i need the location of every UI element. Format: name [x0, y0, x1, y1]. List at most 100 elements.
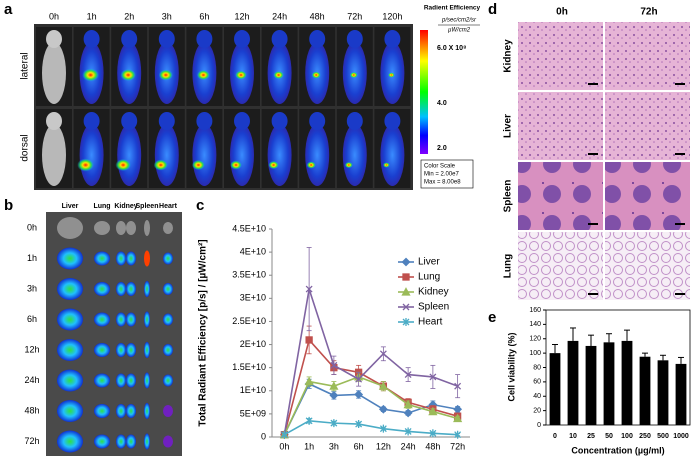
y-tick-label: 160 — [529, 307, 541, 314]
organ-heart — [163, 344, 173, 356]
marker — [428, 406, 438, 416]
panel-letter: c — [196, 197, 204, 214]
y-tick-label: 40 — [533, 393, 541, 400]
scale-text: Color Scale — [424, 164, 456, 170]
marker — [330, 361, 338, 369]
x-tick-label: 250 — [639, 433, 651, 440]
y-tick-label: 4E+10 — [240, 246, 266, 256]
organ-label: Spleen — [503, 180, 514, 213]
scale-bar — [675, 223, 685, 225]
y-tick-label: 80 — [533, 364, 541, 371]
marker — [379, 350, 387, 358]
organ-spleen — [144, 311, 150, 328]
mouse-head — [384, 112, 401, 130]
x-tick-label: 6h — [354, 441, 364, 451]
organ-label: Heart — [159, 203, 178, 210]
organ-spleen — [144, 220, 150, 236]
marker — [429, 373, 437, 381]
y-axis-title: Total Radiant Efficiency [p/s] / [µW/cm²… — [198, 239, 209, 426]
y-tick-label: 3E+10 — [240, 293, 266, 303]
organ-kidney — [126, 404, 136, 418]
time-label: 48h — [24, 405, 39, 415]
mouse-head — [196, 112, 213, 130]
time-label: 6h — [27, 314, 37, 324]
marker — [305, 285, 313, 293]
marker — [454, 382, 462, 390]
organ-spleen — [144, 403, 150, 419]
view-label: dorsal — [20, 134, 31, 161]
signal-hotspot — [120, 68, 136, 82]
x-tick-label: 24h — [401, 441, 416, 451]
marker — [401, 287, 411, 296]
mouse-body — [267, 124, 292, 186]
histology-image — [605, 92, 690, 160]
organ-kidney — [116, 373, 126, 388]
series-line — [283, 376, 458, 436]
scale-bar — [588, 153, 598, 155]
mouse-head — [158, 112, 175, 130]
signal-hotspot — [82, 68, 99, 82]
mouse-head — [309, 112, 326, 130]
mouse-body — [380, 124, 405, 186]
marker — [401, 257, 411, 267]
organ-lung — [94, 282, 110, 296]
organ-liver — [57, 217, 83, 239]
scale-bar — [588, 223, 598, 225]
signal-hotspot — [273, 70, 284, 80]
mouse-body — [192, 124, 217, 186]
marker — [305, 416, 313, 425]
mouse-head — [234, 30, 250, 48]
panel-letter: d — [488, 1, 497, 18]
time-label: 72h — [347, 11, 362, 21]
panel-letter: b — [4, 197, 13, 214]
time-label: 72h — [640, 7, 657, 18]
time-label: 0h — [49, 11, 59, 21]
histology-image — [518, 92, 603, 160]
bar — [603, 342, 615, 425]
signal-hotspot — [115, 158, 131, 172]
y-tick-label: 2E+10 — [240, 339, 266, 349]
x-tick-label: 0 — [553, 433, 557, 440]
organ-label: Lung — [503, 254, 514, 278]
colorbar — [420, 30, 428, 154]
marker — [378, 381, 388, 390]
time-label: 12h — [24, 344, 39, 354]
bar — [657, 360, 669, 425]
colorbar-title: Radient Efficiency — [424, 5, 481, 12]
scale-text: Min = 2.00e7 — [424, 172, 460, 178]
organ-spleen — [144, 433, 150, 450]
legend-label: Liver — [418, 257, 440, 268]
marker — [454, 430, 462, 439]
mouse-body — [230, 124, 254, 186]
bar — [549, 353, 561, 425]
x-tick-label: 10 — [569, 433, 577, 440]
organ-kidney — [126, 221, 136, 235]
marker — [379, 424, 387, 433]
marker — [354, 390, 364, 399]
bar — [585, 345, 597, 425]
organ-lung — [94, 373, 110, 388]
signal-hotspot — [349, 71, 358, 79]
mouse-head — [121, 30, 138, 48]
x-axis-title: Concentration (µg/ml) — [571, 445, 664, 455]
bar — [567, 340, 579, 425]
organ-heart — [163, 222, 173, 234]
x-tick-label: 50 — [605, 433, 613, 440]
marker — [404, 427, 412, 436]
bar — [675, 363, 687, 425]
organ-kidney — [116, 251, 126, 266]
scale-bar — [675, 153, 685, 155]
y-tick-label: 1E+10 — [240, 385, 266, 395]
scale-bar — [588, 293, 598, 295]
bar — [621, 340, 633, 425]
organ-liver — [57, 400, 83, 422]
series-line — [283, 382, 458, 436]
mouse-head — [46, 112, 62, 130]
signal-hotspot — [383, 162, 390, 168]
organ-kidney — [116, 282, 126, 296]
organ-kidney — [126, 251, 136, 266]
signal-hotspot — [191, 159, 205, 171]
y-tick-label: 0 — [537, 422, 541, 429]
time-label: 1h — [27, 253, 37, 263]
